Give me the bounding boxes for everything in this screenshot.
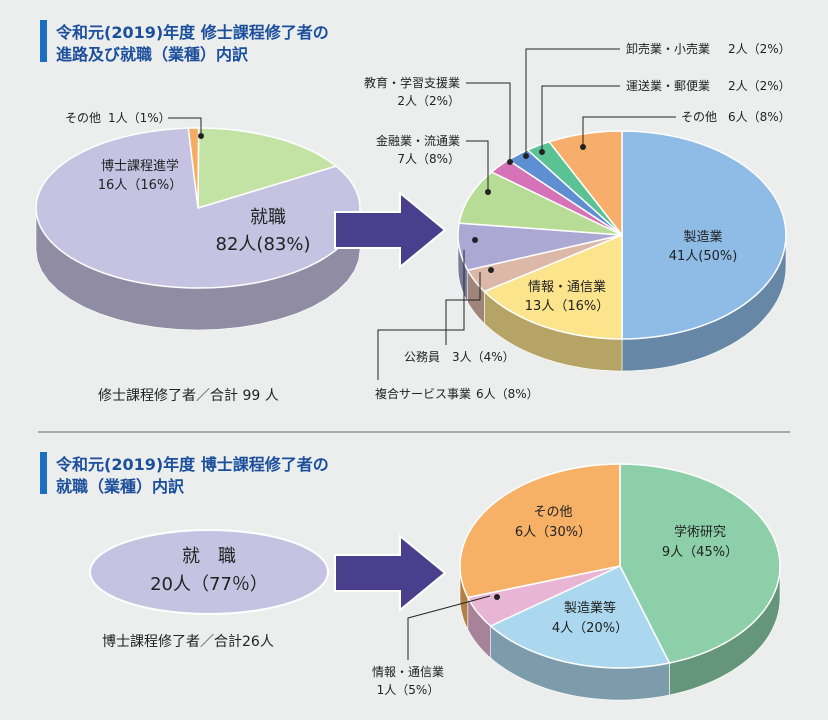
pie2-leader-education bbox=[466, 82, 511, 160]
pie2-leader-finance bbox=[466, 140, 489, 190]
pie2-label-finance-name: 金融業・流通業 bbox=[376, 133, 460, 148]
pie2-leader-dot-transport bbox=[539, 149, 545, 155]
pie2-label-retail-value: 2人（2%） bbox=[728, 42, 791, 56]
pie1-slice-1 bbox=[197, 127, 337, 209]
pie2-slice-4 bbox=[458, 171, 623, 236]
section2-title-bar bbox=[40, 452, 47, 494]
pie1-label-doctoral-value: 16人（16%） bbox=[98, 178, 182, 193]
pie2-label-transport-value: 2人（2%） bbox=[728, 79, 791, 93]
pie3-label-other-value: 6人（30%） bbox=[515, 525, 591, 540]
pie2-slice-3 bbox=[457, 222, 623, 271]
pie1-label-doctoral-name: 博士課程進学 bbox=[101, 158, 179, 174]
pie3-label-other-name: その他 bbox=[533, 505, 572, 520]
pie2-leader-public bbox=[445, 272, 481, 345]
pie2-label-manufacturing-name: 製造業 bbox=[683, 229, 722, 245]
pie3-slice-1 bbox=[489, 565, 671, 669]
pie2-leader-dot-retail bbox=[523, 153, 529, 159]
pie1-label-employment-name: 就職 bbox=[250, 207, 286, 228]
pie2-label-education-value: 2人（2%） bbox=[397, 94, 460, 108]
pie2-label-compound-value: 6人（8%） bbox=[476, 387, 539, 401]
doctoral-employment-label: 就 職 bbox=[182, 546, 236, 567]
pie2-label-public-value: 3人（4%） bbox=[452, 350, 515, 364]
pie2-label-finance-value: 7人（8%） bbox=[397, 152, 460, 166]
doctoral-employment-ellipse bbox=[89, 529, 329, 615]
pie2-leader-transport bbox=[541, 85, 620, 150]
pie2-slice-8 bbox=[548, 130, 623, 236]
pie2-label-public-name: 公務員 bbox=[404, 350, 440, 364]
pie2-leader-dot-finance bbox=[485, 189, 491, 195]
pie-chart-master-industry bbox=[457, 130, 787, 372]
section1-title-line1: 令和元(2019)年度 修士課程修了者の bbox=[55, 23, 329, 42]
pie-chart-master-career bbox=[35, 127, 361, 331]
pie2-leader-dot-compound bbox=[472, 237, 478, 243]
doctoral-employment-value: 20人（77％） bbox=[150, 574, 268, 595]
pie2-leader-other bbox=[582, 116, 676, 145]
pie2-label-education-name: 教育・学習支援業 bbox=[364, 75, 460, 90]
pie1-slice-2 bbox=[187, 127, 200, 209]
pie2-leader-compound bbox=[377, 250, 465, 380]
pie2-label-ict-name: 情報・通信業 bbox=[528, 279, 606, 295]
pie2-slice-0 bbox=[621, 130, 787, 340]
pie-chart-doctoral-industry bbox=[459, 463, 781, 701]
pie1-leader-other bbox=[168, 117, 202, 134]
pie2-slice-1 bbox=[483, 234, 623, 340]
pie2-label-manufacturing-value: 41人(50%) bbox=[669, 249, 738, 264]
pie3-slice-2 bbox=[467, 565, 621, 627]
pie2-label-other-name: その他 bbox=[681, 110, 717, 124]
section2-total: 博士課程修了者／合計26人 bbox=[102, 633, 274, 650]
pie2-leader-dot-other bbox=[580, 144, 586, 150]
pie3-slice-0 bbox=[619, 463, 781, 664]
pie3-slice-3 bbox=[459, 463, 621, 599]
section2-title-line2: 就職（業種）内訳 bbox=[56, 477, 185, 496]
pie2-label-ict-value: 13人（16%） bbox=[525, 299, 609, 314]
arrow-2 bbox=[334, 533, 447, 613]
pie2-leader-dot-education bbox=[507, 159, 513, 165]
pie3-label-ict-name: 情報・通信業 bbox=[372, 665, 444, 679]
section1-total: 修士課程修了者／合計 99 人 bbox=[98, 388, 279, 404]
pie3-label-research-name: 学術研究 bbox=[674, 524, 726, 540]
pie3-label-manufacturing-name: 製造業等 bbox=[564, 600, 616, 616]
pie2-label-other-value: 6人（8%） bbox=[728, 110, 791, 124]
pie2-label-compound-name: 複合サービス事業 bbox=[375, 386, 471, 401]
section1-title-line2: 進路及び就職（業種）内訳 bbox=[56, 45, 249, 64]
pie2-slice-2 bbox=[466, 234, 623, 293]
pie3-leader-dot-ict bbox=[494, 594, 500, 600]
pie3-label-research-value: 9人（45%） bbox=[662, 545, 738, 560]
section2-title-line1: 令和元(2019)年度 博士課程修了者の bbox=[55, 455, 329, 474]
pie1-leader-dot-other bbox=[198, 133, 204, 139]
pie1-label-other-name: その他 bbox=[65, 111, 101, 125]
pie3-leader-ict bbox=[407, 595, 491, 660]
section1-title-bar bbox=[40, 20, 47, 62]
pie3-label-ict-value: 1人（5%） bbox=[377, 683, 440, 697]
pie2-leader-dot-public bbox=[488, 267, 494, 273]
pie2-slice-7 bbox=[526, 141, 623, 236]
pie1-label-employment-value: 82人(83%) bbox=[216, 234, 311, 255]
pie3-label-manufacturing-value: 4人（20%） bbox=[552, 621, 628, 636]
arrow-1 bbox=[334, 190, 447, 270]
pie2-label-retail-name: 卸売業・小売業 bbox=[626, 41, 710, 56]
pie2-label-transport-name: 運送業・郵便業 bbox=[626, 78, 710, 93]
pie1-label-other-value: 1人（1%） bbox=[108, 111, 171, 125]
pie2-leader-retail bbox=[525, 48, 620, 154]
